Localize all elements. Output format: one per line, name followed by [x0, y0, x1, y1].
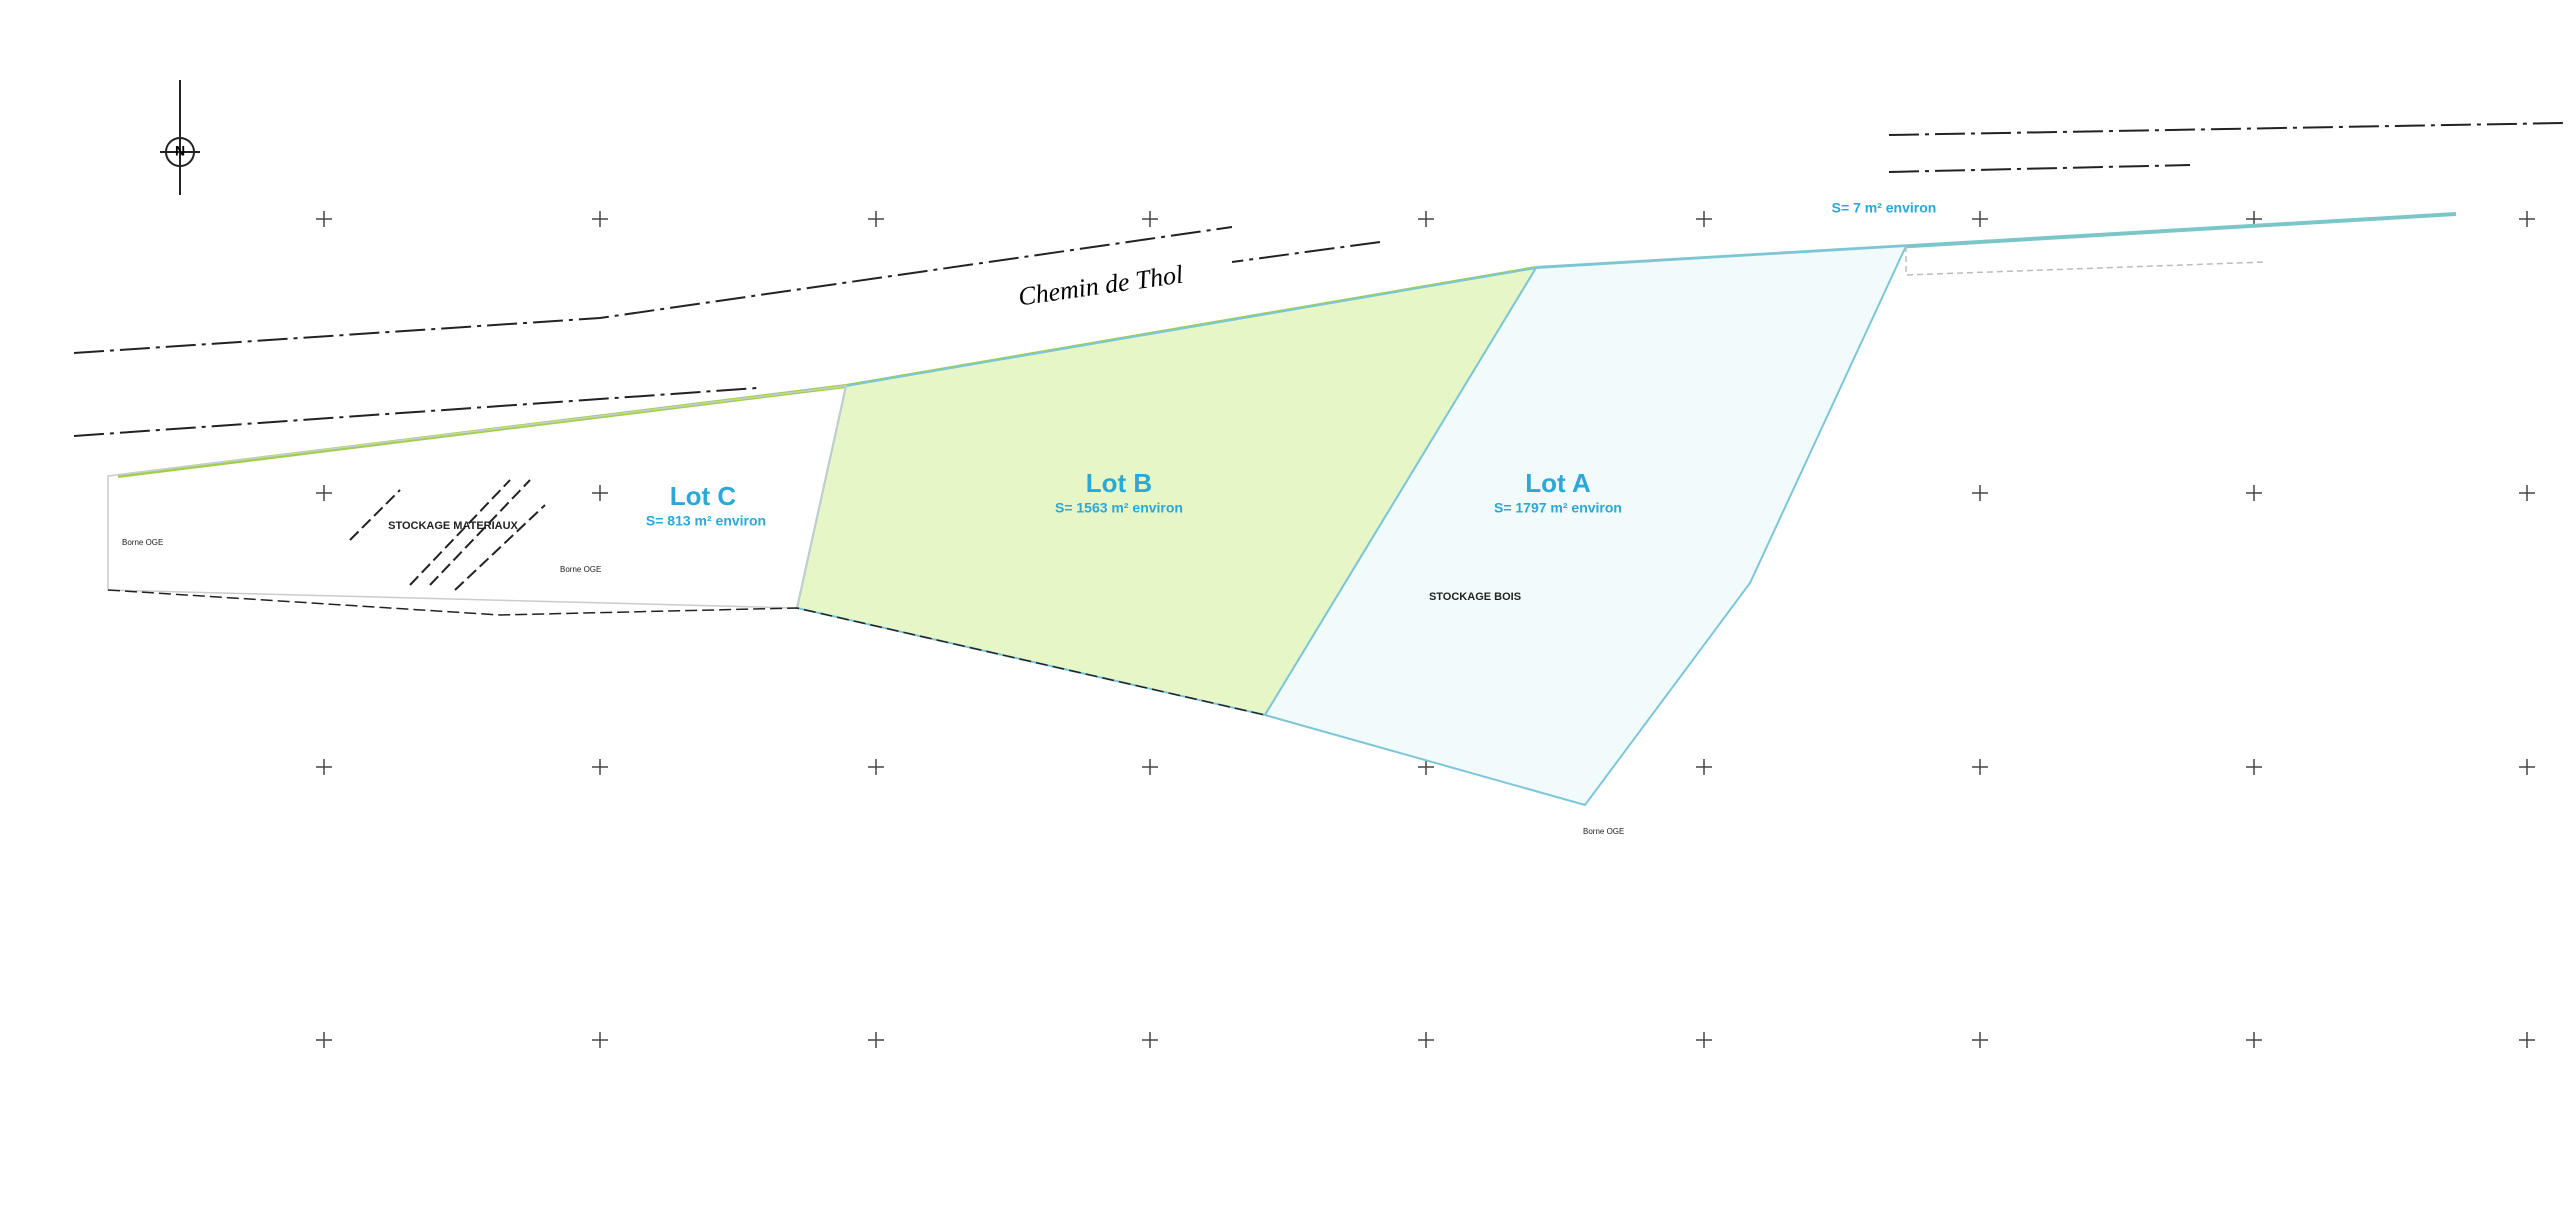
strip-area: S= 7 m² environ — [1832, 200, 1937, 216]
marker-label: Borne OGE — [122, 538, 163, 547]
lot-a-parcel — [1263, 244, 1908, 807]
lot-area: S= 1797 m² environ — [1494, 500, 1622, 516]
lot-label: Lot B — [1086, 468, 1152, 498]
lot-area: S= 1563 m² environ — [1055, 500, 1183, 516]
storage-label: STOCKAGE BOIS — [1429, 591, 1521, 603]
marker-label: Borne OGE — [1583, 827, 1624, 836]
lot-area: S= 813 m² environ — [646, 513, 766, 529]
south-boundary — [107, 589, 1266, 716]
road-name: Chemin de Thol — [1016, 260, 1185, 312]
lot-label: Lot A — [1525, 468, 1591, 498]
east-boundary — [1905, 246, 2266, 276]
storage-label: STOCKAGE MATERIAUX — [388, 520, 518, 532]
storage-hatch — [349, 479, 546, 591]
lot-label: Lot C — [670, 481, 737, 511]
road-edges — [73, 122, 2564, 437]
marker-label: Borne OGE — [560, 565, 601, 574]
north-label: N — [175, 143, 185, 159]
north-arrow — [160, 80, 200, 195]
